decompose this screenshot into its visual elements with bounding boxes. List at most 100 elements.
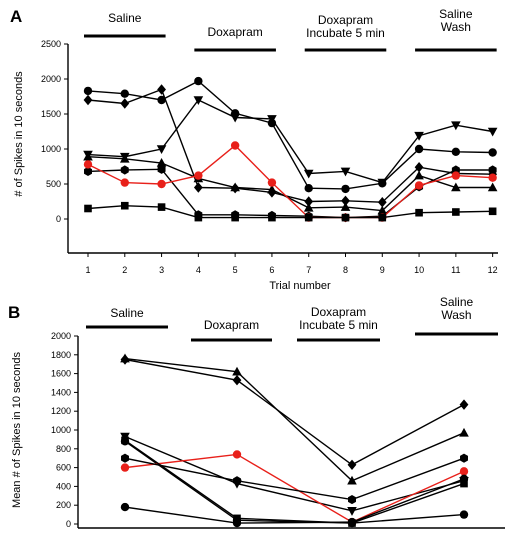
panel-b-data-point bbox=[348, 519, 356, 527]
panel-b-data-point bbox=[121, 453, 129, 463]
panel-b-data-point bbox=[233, 514, 241, 523]
panel-a-x-tick-label: 1 bbox=[85, 265, 90, 275]
panel-a-data-point bbox=[377, 178, 388, 188]
panel-a-x-tick-label: 12 bbox=[488, 265, 498, 275]
panel-b-series-line bbox=[124, 357, 465, 482]
panel-a-data-point bbox=[451, 171, 461, 180]
panel-b-series-line bbox=[124, 435, 465, 512]
panel-b-data-point bbox=[459, 510, 469, 519]
panel-a-data-point bbox=[156, 145, 167, 154]
panel-a-x-tick-label: 8 bbox=[343, 265, 348, 275]
panel-b-y-tick-label: 1800 bbox=[51, 350, 71, 360]
panel-a-data-point bbox=[341, 184, 350, 194]
panel-a-condition-label: Saline Wash bbox=[439, 7, 473, 34]
panel-a-data-point bbox=[83, 151, 93, 161]
panel-b-y-tick-label: 1600 bbox=[51, 369, 71, 379]
panel-a-data-point bbox=[120, 165, 129, 175]
panel-a-data-point bbox=[157, 95, 166, 105]
panel-a-data-point bbox=[84, 204, 92, 213]
panel-a-data-point bbox=[451, 147, 461, 156]
panel-a-series-line bbox=[87, 204, 493, 219]
panel-b-series-line bbox=[124, 457, 465, 501]
panel-b-data-point bbox=[232, 366, 242, 376]
panel-a-y-tick-label: 1500 bbox=[41, 109, 61, 119]
panel-a-data-point bbox=[304, 184, 313, 193]
panel-a-y-axis-label: # of Spikes in 10 seconds bbox=[13, 71, 25, 197]
panel-a-data-point bbox=[119, 153, 130, 163]
panel-a-data-point bbox=[415, 208, 423, 217]
panel-a-data-point bbox=[83, 160, 93, 169]
panel-a-data-point bbox=[451, 182, 461, 192]
panel-a-data-point bbox=[267, 115, 277, 124]
panel-a-data-point bbox=[304, 213, 313, 222]
panel-b-series-line bbox=[124, 439, 465, 524]
panel-b-data-point bbox=[120, 463, 130, 472]
panel-a-y-tick-label: 2000 bbox=[41, 74, 61, 84]
panel-b-y-tick-label: 0 bbox=[66, 519, 71, 529]
panel-b-data-point bbox=[348, 494, 356, 505]
panel-a-data-point bbox=[83, 94, 93, 106]
panel-b-y-axis-label: Mean # of Spikes in 10 seconds bbox=[11, 352, 23, 508]
panel-b-data-point bbox=[459, 427, 469, 437]
panel-a-data-point bbox=[451, 121, 461, 131]
panel-a-data-point bbox=[488, 173, 497, 182]
panel-a-data-point bbox=[120, 98, 130, 109]
panel-a-data-point bbox=[268, 213, 276, 222]
panel-a-y-tick-label: 0 bbox=[56, 214, 61, 224]
panel-a-data-point bbox=[487, 127, 498, 137]
panel-a-x-tick-label: 3 bbox=[159, 265, 164, 275]
panel-a-data-point bbox=[267, 178, 277, 187]
panel-a-x-tick-label: 6 bbox=[269, 265, 274, 275]
panel-a-data-point bbox=[193, 96, 204, 105]
panel-b-series-line bbox=[124, 478, 465, 524]
panel-b-category-label: Doxapram Incubate 5 min bbox=[299, 305, 378, 332]
panel-a-y-tick-label: 500 bbox=[46, 179, 61, 189]
panel-b-category-label: Saline bbox=[110, 306, 144, 320]
panel-a-data-point bbox=[414, 144, 424, 154]
panel-b-data-point bbox=[232, 374, 242, 386]
panel-a-data-point bbox=[341, 195, 350, 206]
panel-b-data-point bbox=[232, 450, 242, 459]
panel-b-y-tick-label: 1000 bbox=[51, 425, 71, 435]
panel-a-data-point bbox=[378, 213, 387, 222]
panel-b-y-tick-label: 2000 bbox=[51, 331, 71, 341]
panel-a-series-line bbox=[87, 88, 493, 203]
panel-b-series-line bbox=[124, 453, 465, 523]
panel-a-data-point bbox=[84, 166, 92, 176]
panel-a-x-axis-label: Trial number bbox=[269, 280, 331, 292]
panel-a-x-tick-label: 10 bbox=[414, 265, 424, 275]
panel-b-series-line bbox=[124, 440, 465, 524]
panel-a-data-point bbox=[487, 182, 498, 192]
panel-b-data-point bbox=[347, 507, 357, 516]
panel-a-data-point bbox=[414, 170, 424, 180]
panel-b-data-point bbox=[347, 475, 357, 485]
panel-b-y-tick-label: 600 bbox=[56, 463, 71, 473]
panel-b-data-point bbox=[459, 399, 469, 410]
panel-a-x-tick-label: 11 bbox=[451, 265, 460, 275]
panel-a-data-point bbox=[230, 113, 240, 123]
panel-a-data-point bbox=[194, 213, 203, 222]
panel-a-data-point bbox=[267, 184, 277, 194]
panel-a-data-point bbox=[230, 182, 240, 192]
panel-b-data-point bbox=[460, 479, 468, 488]
panel-b-y-tick-label: 400 bbox=[56, 481, 71, 491]
panel-a-condition-label: Doxapram bbox=[207, 25, 262, 39]
panel-a-data-point bbox=[341, 213, 350, 222]
panel-b-data-point bbox=[459, 467, 469, 476]
panel-a-y-tick-label: 1000 bbox=[41, 144, 61, 154]
panel-a-data-point bbox=[194, 76, 203, 86]
panel-b-y-tick-label: 200 bbox=[56, 500, 71, 510]
panel-a-series-line bbox=[87, 168, 493, 219]
panel-a-data-point bbox=[303, 202, 314, 212]
panel-a-data-point bbox=[377, 197, 387, 208]
panel-b-y-tick-label: 800 bbox=[56, 444, 71, 454]
panel-a-y-tick-label: 2500 bbox=[41, 39, 61, 49]
panel-a-x-tick-label: 2 bbox=[122, 265, 127, 275]
panel-a-data-point bbox=[156, 158, 167, 167]
panel-a-data-point bbox=[157, 164, 166, 174]
panel-a-condition-label: Saline bbox=[108, 11, 142, 25]
panel-b-series-line bbox=[124, 358, 465, 466]
panel-a-series-line bbox=[87, 156, 493, 212]
panel-b-data-point bbox=[233, 476, 241, 486]
